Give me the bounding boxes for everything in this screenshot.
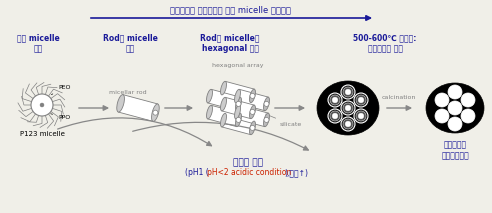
Circle shape: [345, 121, 351, 127]
Circle shape: [343, 119, 353, 129]
Circle shape: [345, 105, 351, 111]
Text: micellar rod: micellar rod: [109, 90, 147, 95]
Circle shape: [358, 113, 364, 119]
Circle shape: [354, 109, 368, 123]
Ellipse shape: [220, 97, 226, 111]
Circle shape: [250, 109, 255, 114]
Ellipse shape: [207, 105, 213, 119]
Circle shape: [31, 94, 53, 116]
Text: calcination: calcination: [382, 95, 416, 100]
Circle shape: [328, 109, 342, 123]
Circle shape: [435, 109, 449, 123]
Circle shape: [448, 101, 462, 115]
Circle shape: [354, 93, 368, 107]
Circle shape: [345, 89, 351, 95]
Ellipse shape: [249, 121, 255, 135]
Circle shape: [236, 117, 241, 122]
Text: 구형 micelle
형성: 구형 micelle 형성: [17, 33, 60, 53]
Circle shape: [264, 101, 269, 106]
Ellipse shape: [220, 113, 226, 127]
Polygon shape: [208, 89, 240, 111]
Text: 실리카성분
나노기공형성: 실리카성분 나노기공형성: [441, 140, 469, 160]
Circle shape: [341, 101, 355, 115]
Circle shape: [264, 117, 269, 122]
Ellipse shape: [264, 113, 270, 127]
Ellipse shape: [317, 81, 379, 135]
Ellipse shape: [117, 95, 124, 112]
Circle shape: [343, 87, 353, 97]
Text: pH<2 acidic condition: pH<2 acidic condition: [207, 168, 291, 177]
Ellipse shape: [235, 105, 241, 119]
Circle shape: [358, 97, 364, 103]
Polygon shape: [208, 105, 240, 127]
Polygon shape: [222, 113, 254, 135]
Circle shape: [341, 117, 355, 131]
Circle shape: [330, 95, 340, 105]
Text: 계면활성제 농도증가에 따른 micelle 형태변화: 계면활성제 농도증가에 따른 micelle 형태변화: [170, 5, 290, 14]
Ellipse shape: [207, 89, 213, 103]
Text: PPO: PPO: [51, 114, 70, 120]
Ellipse shape: [264, 97, 270, 111]
Text: PEO: PEO: [52, 85, 70, 95]
Circle shape: [330, 111, 340, 121]
Ellipse shape: [426, 83, 484, 133]
Circle shape: [461, 93, 475, 107]
Circle shape: [153, 110, 158, 115]
Circle shape: [332, 97, 338, 103]
Ellipse shape: [249, 89, 255, 103]
Ellipse shape: [236, 97, 242, 111]
Ellipse shape: [236, 113, 242, 127]
Circle shape: [332, 113, 338, 119]
Polygon shape: [222, 97, 254, 119]
Polygon shape: [236, 89, 268, 111]
Ellipse shape: [249, 105, 255, 119]
Ellipse shape: [235, 89, 241, 103]
Circle shape: [435, 93, 449, 107]
Text: ),온도↑): ),온도↑): [284, 168, 308, 177]
Text: silicate: silicate: [266, 114, 302, 127]
Circle shape: [236, 101, 241, 106]
Circle shape: [448, 85, 462, 99]
Circle shape: [356, 95, 366, 105]
Text: 실리카 합성: 실리카 합성: [233, 158, 263, 167]
Circle shape: [356, 111, 366, 121]
Polygon shape: [236, 105, 268, 127]
Circle shape: [448, 117, 462, 131]
Circle shape: [341, 85, 355, 99]
Circle shape: [250, 125, 255, 130]
Text: P123 micelle: P123 micelle: [20, 131, 64, 137]
Ellipse shape: [220, 81, 226, 95]
Circle shape: [250, 93, 255, 98]
Circle shape: [328, 93, 342, 107]
Ellipse shape: [152, 104, 159, 121]
Polygon shape: [222, 81, 254, 103]
Circle shape: [343, 103, 353, 113]
Polygon shape: [118, 95, 158, 121]
Text: Rod형 micelle의
hexagonal 적층: Rod형 micelle의 hexagonal 적층: [200, 33, 260, 53]
Text: hexagonal array: hexagonal array: [212, 63, 264, 68]
Circle shape: [461, 109, 475, 123]
Text: Rod형 micelle
형성: Rod형 micelle 형성: [102, 33, 157, 53]
Text: 500-600℃ 열처리:
계면활성제 제거: 500-600℃ 열처리: 계면활성제 제거: [353, 33, 417, 53]
Circle shape: [40, 103, 44, 107]
Text: (pH1 (: (pH1 (: [185, 168, 209, 177]
